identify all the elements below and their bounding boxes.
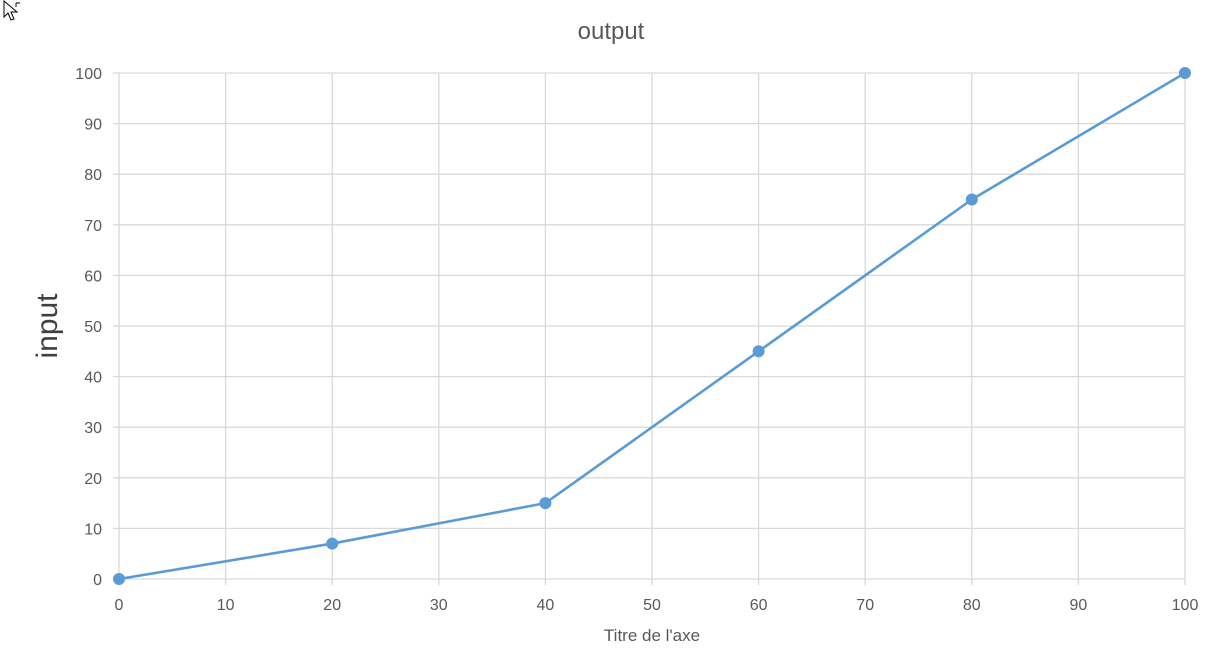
x-tick-label: 20	[323, 597, 341, 614]
y-tick-label: 100	[75, 66, 102, 83]
y-tick-label: 40	[84, 370, 102, 387]
data-point	[1179, 67, 1191, 79]
y-tick-label: 60	[84, 268, 102, 285]
data-point	[326, 537, 339, 550]
x-tick-label: 50	[643, 597, 661, 614]
data-point	[752, 345, 765, 358]
data-point	[539, 497, 552, 510]
y-tick-label: 20	[84, 471, 102, 488]
series-line	[118, 71, 1186, 581]
x-tick-label: 30	[430, 597, 448, 614]
x-tick-label: 60	[750, 597, 768, 614]
data-point	[113, 573, 125, 585]
y-tick-label: 30	[84, 420, 102, 437]
y-tick-label: 70	[84, 218, 102, 235]
y-tick-label: 10	[84, 521, 102, 538]
grid	[113, 72, 1186, 585]
mouse-pointer-icon	[3, 0, 20, 21]
x-tick-label: 90	[1070, 597, 1088, 614]
x-tick-label: 80	[963, 597, 981, 614]
y-tick-label: 50	[84, 319, 102, 336]
y-tick-label: 80	[84, 167, 102, 184]
tick-labels: 0 10 20 30 40 50 60 70 80 90 100 0 10 20 30 40 50 60 70 80 9…	[75, 66, 1198, 614]
x-tick-label: 40	[537, 597, 555, 614]
data-point	[965, 193, 978, 206]
x-tick-label: 100	[1172, 597, 1199, 614]
x-tick-label: 70	[856, 597, 874, 614]
y-axis-title: input	[31, 293, 64, 359]
x-axis-title: Titre de l'axe	[604, 626, 700, 645]
series	[113, 67, 1191, 585]
x-tick-label: 0	[115, 597, 124, 614]
x-tick-label: 10	[217, 597, 235, 614]
chart-title: output	[578, 18, 645, 45]
y-tick-label: 90	[84, 117, 102, 134]
y-tick-label: 0	[93, 572, 102, 589]
